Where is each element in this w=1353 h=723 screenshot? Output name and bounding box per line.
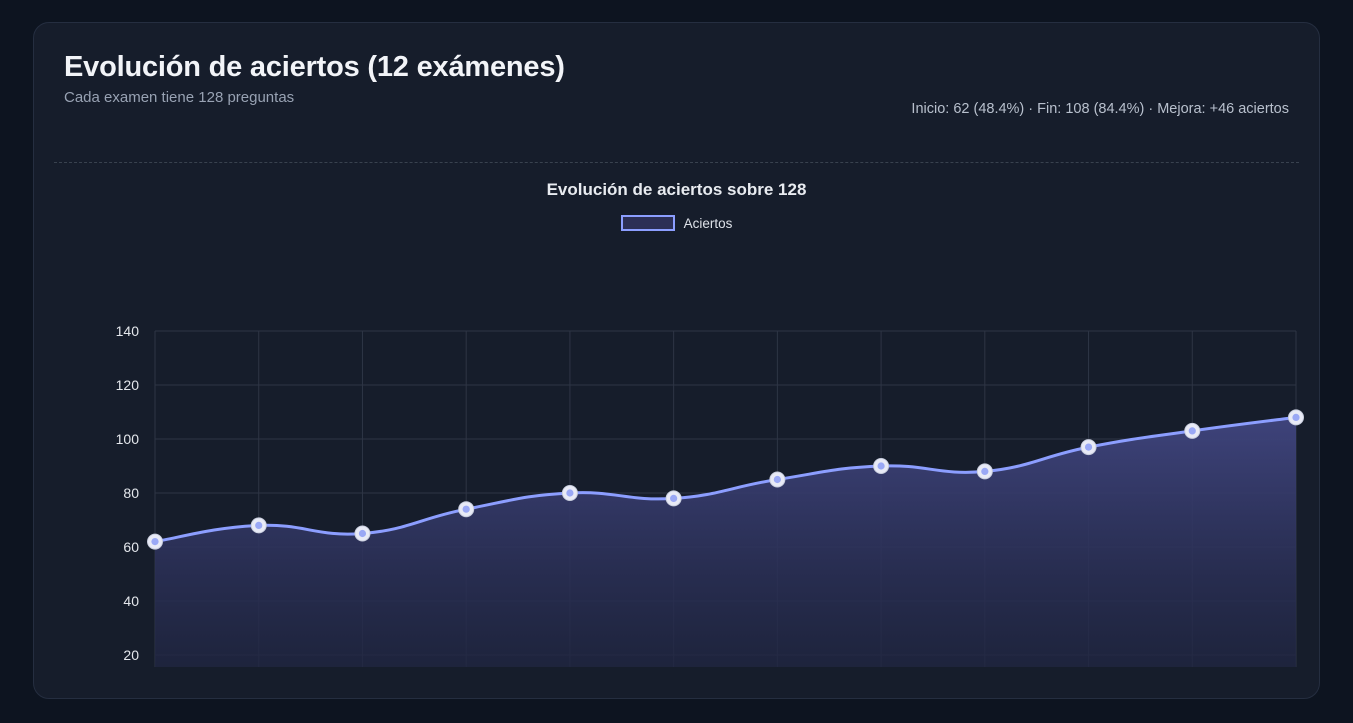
y-axis-tick-labels: 020406080100120140 — [116, 323, 140, 663]
svg-text:100: 100 — [116, 431, 140, 447]
svg-text:60: 60 — [123, 539, 139, 555]
data-point-11[interactable] — [1188, 427, 1196, 435]
data-point-3[interactable] — [358, 529, 367, 538]
chart-card: Evolución de aciertos (12 exámenes) Cada… — [33, 22, 1320, 699]
plot-container: 020406080100120140 Examen 1Examen 2Exame… — [34, 237, 1320, 667]
series-line-aciertos — [153, 415, 1298, 544]
data-point-10[interactable] — [1084, 443, 1093, 451]
svg-text:120: 120 — [116, 377, 140, 393]
page-subtitle: Cada examen tiene 128 preguntas — [64, 89, 295, 107]
header-stats-summary: Inicio: 62 (48.4%) · Fin: 108 (84.4%) · … — [911, 101, 1289, 117]
data-point-6[interactable] — [670, 494, 678, 502]
legend-label-aciertos: Aciertos — [683, 215, 733, 231]
data-point-12[interactable] — [1292, 413, 1300, 421]
svg-text:20: 20 — [123, 647, 139, 663]
data-point-5[interactable] — [566, 489, 574, 497]
data-point-1[interactable] — [151, 538, 159, 546]
page-title: Evolución de aciertos (12 exámenes) — [64, 51, 565, 83]
data-point-2[interactable] — [255, 521, 263, 529]
data-point-7[interactable] — [773, 475, 781, 484]
chart-title: Evolución de aciertos sobre 128 — [546, 180, 807, 199]
chart-legend: Aciertos — [34, 215, 1319, 231]
svg-text:40: 40 — [123, 593, 139, 609]
svg-text:140: 140 — [116, 323, 140, 339]
svg-text:80: 80 — [123, 485, 139, 501]
header-divider — [54, 162, 1299, 163]
data-point-4[interactable] — [462, 505, 470, 513]
card-header: Evolución de aciertos (12 exámenes) Cada… — [34, 23, 1319, 131]
line-chart-svg[interactable]: 020406080100120140 Examen 1Examen 2Exame… — [34, 237, 1320, 667]
data-point-8[interactable] — [877, 462, 885, 470]
area-fill — [155, 417, 1296, 667]
chart-area: Evolución de aciertos sobre 128 Aciertos — [34, 162, 1319, 698]
data-point-9[interactable] — [981, 467, 989, 475]
data-point-markers[interactable] — [147, 409, 1304, 550]
legend-swatch-aciertos[interactable] — [620, 215, 675, 231]
